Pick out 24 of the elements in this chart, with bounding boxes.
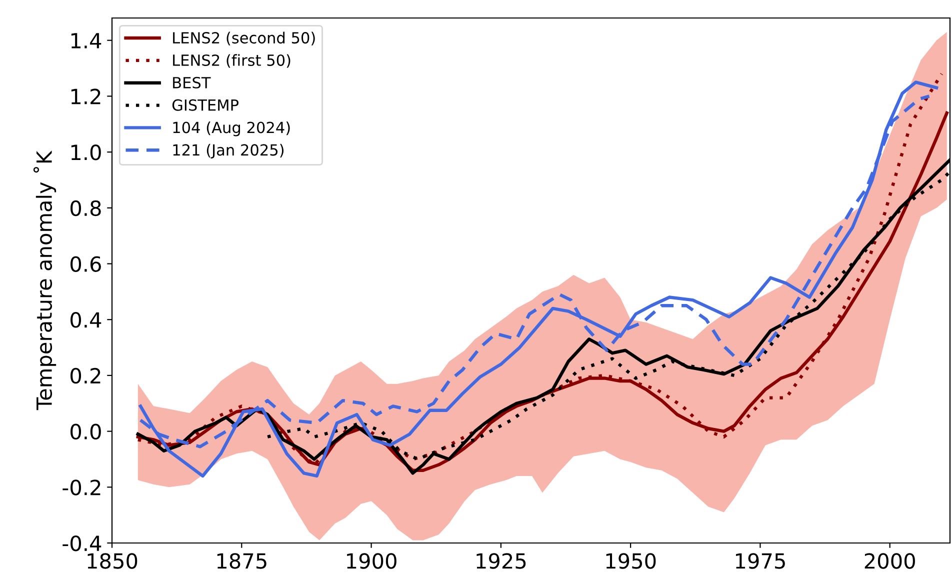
- x-tick-label: 1875: [217, 553, 266, 569]
- x-tick-label: 2000: [864, 553, 915, 569]
- y-tick-label: 0.4: [70, 312, 102, 328]
- x-tick-label: 1975: [736, 553, 785, 569]
- y-tick-label: -0.2: [62, 480, 100, 496]
- legend-label: BEST: [173, 76, 211, 88]
- y-tick-label: -0.4: [62, 535, 102, 552]
- x-tick-label: 1950: [606, 553, 656, 569]
- y-tick-label: 0.0: [70, 424, 101, 440]
- legend-label: GISTEMP: [172, 99, 238, 111]
- y-axis-title: Temperature anomaly ˚K: [33, 150, 56, 410]
- y-tick-label: 0.6: [70, 256, 101, 272]
- x-tick-label: 1900: [347, 553, 396, 569]
- y-tick-label: 0.8: [70, 200, 101, 216]
- legend-label: 104 (Aug 2024): [173, 121, 290, 136]
- y-tick-label: 1.0: [71, 144, 101, 160]
- legend-label: LENS2 (first 50): [173, 54, 290, 68]
- y-tick-label: 0.2: [70, 368, 100, 384]
- x-tick-label: 1850: [88, 553, 138, 569]
- legend-label: 121 (Jan 2025): [173, 144, 284, 159]
- y-tick-label: 1.4: [71, 33, 102, 48]
- legend-label: LENS2 (second 50): [173, 32, 315, 46]
- y-tick-label: 1.2: [71, 88, 100, 104]
- x-tick-label: 1925: [476, 553, 526, 569]
